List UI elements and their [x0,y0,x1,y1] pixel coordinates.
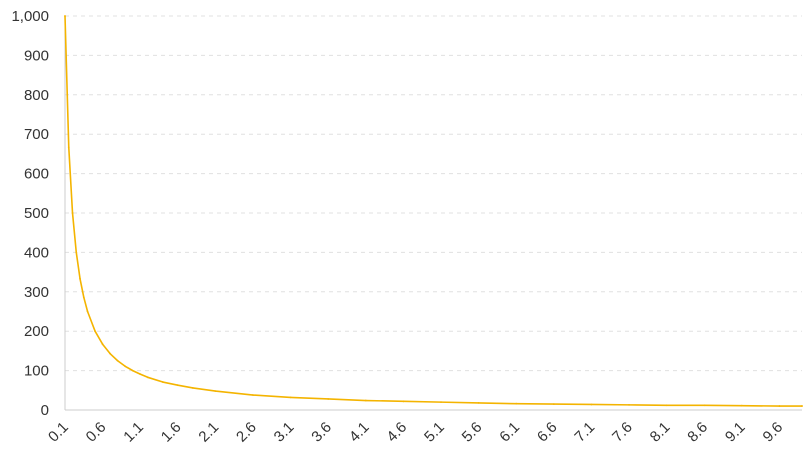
x-tick-label: 8.6 [684,419,711,446]
y-tick-label: 800 [24,87,49,104]
y-axis: 0 100 200 300 400 500 600 700 800 900 1,000 [11,8,66,419]
x-tick-label: 3.1 [271,419,298,446]
data-point [665,404,668,407]
data-point [82,296,85,299]
y-tick-label: 300 [24,284,49,301]
series-layer [64,15,803,407]
data-point [402,400,405,403]
data-point [778,405,781,407]
data-point [191,387,194,389]
x-tick-label: 7.6 [609,419,636,446]
x-tick-label: 4.1 [346,419,373,446]
x-tick-label: 5.6 [459,419,486,446]
data-point [703,404,706,407]
data-point [79,277,81,280]
y-tick-label: 600 [24,166,49,183]
data-point [75,251,78,254]
series-line [64,15,803,407]
data-point [131,369,134,372]
data-point [552,403,555,405]
data-point [214,390,217,392]
y-tick-label: 900 [24,47,49,64]
x-tick-label: 1.1 [120,419,147,446]
x-tick-label: 6.1 [496,419,523,446]
x-tick-label: 8.1 [647,419,674,446]
y-tick-label: 1,000 [11,8,49,25]
x-axis: 0.1 0.6 1.1 1.6 2.1 2.6 3.1 3.6 4.1 4.6 5.1 5.6 6.1 6… [45,409,802,446]
data-point [740,404,743,407]
x-tick-label: 7.1 [571,419,598,446]
data-point [139,373,142,376]
grid-layer [65,15,802,372]
y-tick-label: 100 [24,363,49,380]
data-point [364,399,367,402]
data-point [86,310,89,313]
data-point [146,376,149,379]
x-tick-label: 9.1 [722,419,749,446]
y-tick-label: 200 [24,323,49,340]
data-point [116,359,119,362]
data-point [327,398,330,400]
x-tick-label: 4.6 [383,419,410,446]
data-point [289,396,292,399]
x-tick-label: 9.6 [759,419,786,446]
x-tick-label: 3.6 [308,419,335,446]
x-tick-label: 6.6 [534,419,561,446]
data-point [801,405,803,407]
data-point [71,212,74,214]
data-point [64,15,66,17]
x-tick-label: 0.6 [83,419,110,446]
x-tick-label: 2.1 [195,419,222,446]
data-point [477,402,480,404]
data-point [94,330,96,333]
data-point [252,394,254,396]
x-tick-label: 1.6 [158,419,185,446]
y-tick-label: 400 [24,244,49,261]
y-tick-label: 500 [24,205,49,222]
data-point [590,403,593,406]
data-point [176,384,179,387]
data-point [109,352,112,355]
data-point [628,403,630,406]
x-tick-label: 5.1 [421,419,448,446]
data-point [124,365,127,368]
data-point [67,146,70,149]
data-point [515,402,518,405]
y-tick-label: 700 [24,126,49,143]
data-point [440,401,442,404]
y-tick-label: 0 [41,402,49,419]
data-point [161,381,164,383]
x-tick-label: 2.6 [233,419,260,446]
x-tick-label: 0.1 [45,419,72,446]
data-point [101,343,104,346]
